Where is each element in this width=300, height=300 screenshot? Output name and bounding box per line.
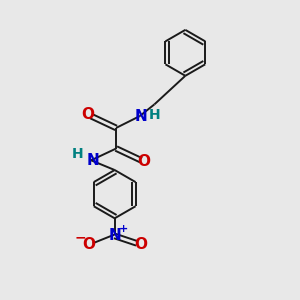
Text: O: O (82, 237, 95, 252)
Text: N: N (86, 153, 99, 168)
Text: H: H (149, 108, 161, 122)
Text: N: N (109, 229, 122, 244)
Text: +: + (119, 224, 128, 234)
Text: N: N (135, 109, 148, 124)
Text: −: − (74, 230, 86, 244)
Text: O: O (134, 237, 147, 252)
Text: O: O (82, 107, 95, 122)
Text: O: O (138, 154, 151, 169)
Text: H: H (72, 147, 84, 161)
